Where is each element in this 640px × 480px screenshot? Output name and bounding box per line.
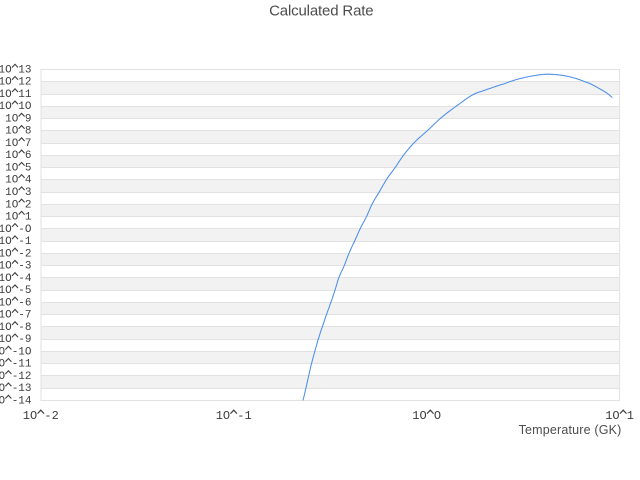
svg-text:1O -7: 1O -7 (0, 310, 32, 322)
svg-text:1O 1: 1O 1 (5, 212, 32, 224)
svg-text:1O -8: 1O -8 (0, 322, 32, 334)
svg-text:1O -1: 1O -1 (216, 409, 252, 423)
svg-text:1O 6: 1O 6 (5, 150, 31, 162)
svg-text:1O -12: 1O -12 (0, 371, 32, 383)
svg-text:1O 13: 1O 13 (0, 64, 32, 76)
svg-text:1O 1: 1O 1 (605, 409, 634, 423)
svg-text:1O 9: 1O 9 (5, 113, 31, 125)
svg-text:1O 3: 1O 3 (5, 187, 31, 199)
svg-text:1O -14: 1O -14 (0, 395, 32, 407)
svg-text:1O -2: 1O -2 (0, 248, 32, 260)
svg-text:1O -6: 1O -6 (0, 297, 32, 309)
svg-text:1O 2: 1O 2 (5, 199, 31, 211)
svg-text:1O 8: 1O 8 (5, 126, 31, 138)
svg-text:1O -1O: 1O -1O (0, 346, 32, 358)
svg-text:1O -1: 1O -1 (0, 236, 32, 248)
svg-text:1O 4: 1O 4 (5, 175, 32, 187)
svg-text:1O -2: 1O -2 (23, 409, 59, 423)
svg-text:1O 1O: 1O 1O (0, 101, 32, 113)
svg-text:1O -O: 1O -O (0, 224, 32, 236)
svg-text:1O -9: 1O -9 (0, 334, 32, 346)
svg-text:1O -13: 1O -13 (0, 383, 32, 395)
svg-text:Temperature (GK): Temperature (GK) (519, 423, 622, 437)
svg-text:1O -3: 1O -3 (0, 261, 32, 273)
svg-text:Calculated Rate: Calculated Rate (269, 2, 373, 19)
svg-text:1O 11: 1O 11 (0, 89, 32, 101)
svg-text:1O 7: 1O 7 (5, 138, 31, 150)
svg-text:1O 5: 1O 5 (5, 162, 31, 174)
svg-text:1O 12: 1O 12 (0, 77, 32, 89)
svg-text:1O -4: 1O -4 (0, 273, 32, 285)
svg-text:1O -11: 1O -11 (0, 359, 32, 371)
svg-text:1O -5: 1O -5 (0, 285, 32, 297)
svg-text:1O O: 1O O (412, 409, 441, 423)
